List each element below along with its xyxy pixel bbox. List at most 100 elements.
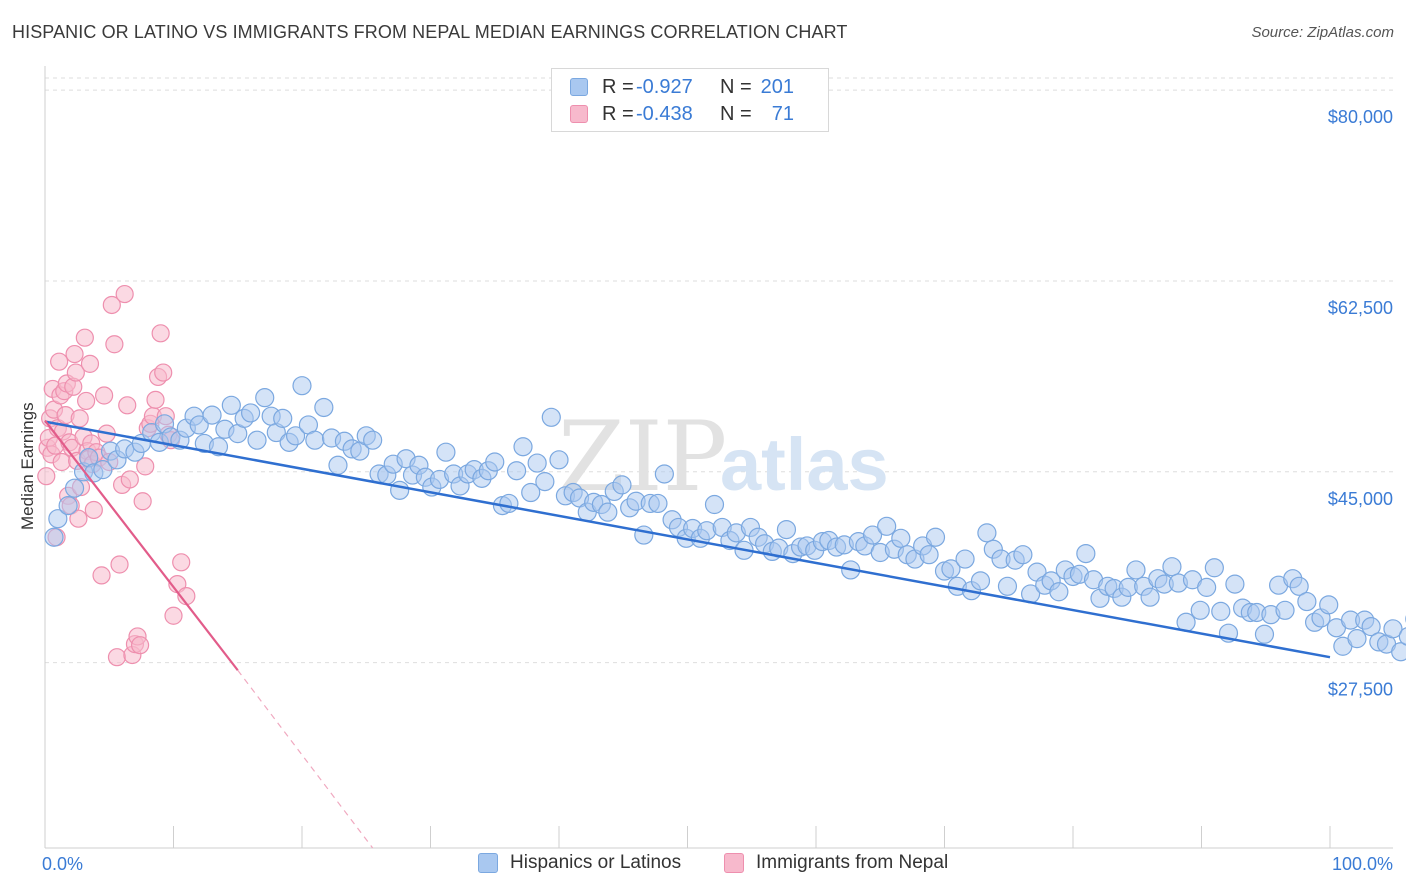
- nepal-swatch: [570, 105, 588, 123]
- hispanic-point: [363, 430, 383, 450]
- nepal-point: [52, 452, 71, 472]
- hispanic-point: [305, 430, 325, 450]
- nepal-point: [37, 467, 56, 486]
- hispanic-point: [202, 405, 222, 425]
- nepal-point: [118, 396, 137, 415]
- hispanic-point: [941, 559, 961, 579]
- hispanic-point: [1013, 545, 1033, 565]
- hispanic-point: [1289, 576, 1309, 596]
- hispanic-point: [862, 525, 883, 545]
- legend-item-nepal[interactable]: Immigrants from Nepal: [724, 852, 948, 874]
- source-credit: Source: ZipAtlas.com: [1251, 24, 1394, 41]
- hispanic-point: [541, 407, 561, 427]
- hispanic-point: [221, 395, 241, 415]
- nepal-point: [66, 363, 85, 382]
- hispanic-point: [1204, 558, 1224, 578]
- y-tick-label: $62,500: [1328, 298, 1393, 318]
- nepal-trend-extension: [237, 669, 374, 849]
- hispanic-point: [970, 571, 991, 591]
- hispanic-point: [1197, 577, 1217, 597]
- hispanic-point: [292, 376, 312, 396]
- hispanic-point: [925, 527, 946, 547]
- nepal-point: [70, 409, 89, 428]
- hispanic-point: [977, 523, 997, 543]
- hispanic-point: [535, 472, 555, 492]
- nepal-point: [65, 344, 84, 364]
- nepal-point: [154, 363, 173, 382]
- hispanic-point: [241, 403, 261, 423]
- hispanic-point: [697, 521, 717, 541]
- hispanic-point: [208, 437, 229, 457]
- hispanic-point: [598, 502, 618, 522]
- n-value: 71: [771, 102, 794, 125]
- hispanic-point: [521, 482, 541, 503]
- nepal-point: [105, 335, 124, 354]
- hispanic-legend-label: Hispanics or Latinos: [510, 852, 682, 873]
- hispanic-point: [499, 493, 519, 514]
- nepal-point: [146, 390, 165, 409]
- nepal-point: [84, 500, 103, 520]
- y-tick-label: $45,000: [1328, 489, 1393, 509]
- hispanic-point: [1225, 574, 1245, 594]
- nepal-point: [115, 284, 134, 304]
- hispanic-point: [93, 460, 113, 480]
- series-legend: Hispanics or Latinos Immigrants from Nep…: [0, 852, 1406, 878]
- y-tick-label: $27,500: [1328, 680, 1393, 700]
- nepal-point: [120, 470, 139, 489]
- hispanic-point: [255, 388, 275, 408]
- hispanic-point: [648, 493, 668, 514]
- hispanic-point: [314, 397, 334, 418]
- hispanic-point: [506, 461, 527, 481]
- nepal-point: [164, 606, 183, 625]
- hispanic-point: [1076, 543, 1096, 564]
- hispanic-swatch: [570, 78, 588, 96]
- nepal-point: [102, 295, 121, 315]
- hispanic-point: [1049, 582, 1069, 602]
- hispanic-point: [776, 519, 797, 540]
- nepal-trend-line: [44, 419, 239, 671]
- y-axis-title: Median Earnings: [18, 402, 37, 530]
- hispanic-point: [1162, 557, 1182, 577]
- n-label: N =: [720, 102, 752, 125]
- hispanic-point: [513, 437, 533, 457]
- nepal-point: [95, 386, 114, 405]
- legend-row-hispanic: R = -0.927 N = 201: [570, 75, 794, 99]
- hispanic-point: [247, 430, 267, 450]
- chart-title: HISPANIC OR LATINO VS IMMIGRANTS FROM NE…: [12, 22, 848, 42]
- hispanic-point: [704, 494, 725, 515]
- n-label: N =: [720, 75, 752, 98]
- hispanic-point: [1398, 627, 1406, 646]
- x-tick-label-min: 0.0%: [42, 854, 83, 874]
- hispanic-point: [1140, 587, 1160, 607]
- hispanic-point: [44, 527, 64, 547]
- hispanic-point: [997, 576, 1018, 596]
- hispanic-point: [919, 545, 939, 565]
- x-tick-label-max: 100.0%: [1332, 854, 1393, 874]
- nepal-point: [69, 509, 88, 528]
- hispanic-point: [58, 496, 78, 516]
- watermark-atlas: atlas: [720, 423, 889, 506]
- nepal-legend-label: Immigrants from Nepal: [756, 852, 949, 873]
- hispanic-point: [1190, 600, 1210, 620]
- hispanic-point: [549, 450, 569, 470]
- legend-row-nepal: R = -0.438 N = 71: [570, 102, 794, 126]
- hispanic-point: [189, 415, 209, 435]
- hispanic-point: [1361, 617, 1381, 637]
- nepal-point: [136, 457, 155, 476]
- nepal-point: [107, 648, 127, 667]
- hispanic-point: [436, 442, 456, 462]
- tick-labels: $27,500 $45,000 $62,500 $80,000 0.0% 100.0%: [42, 107, 1393, 874]
- nepal-points: [37, 284, 196, 667]
- nepal-point: [92, 566, 111, 585]
- hispanic-point: [1297, 591, 1317, 612]
- n-value: 201: [760, 75, 794, 98]
- hispanic-point: [48, 509, 68, 529]
- hispanic-trend-line: [44, 420, 1331, 659]
- legend-item-hispanic[interactable]: Hispanics or Latinos: [478, 852, 681, 874]
- nepal-legend-swatch: [724, 853, 744, 873]
- hispanic-point: [612, 475, 632, 495]
- nepal-point: [130, 636, 150, 655]
- hispanic-point: [1126, 560, 1146, 580]
- hispanic-point: [955, 549, 975, 569]
